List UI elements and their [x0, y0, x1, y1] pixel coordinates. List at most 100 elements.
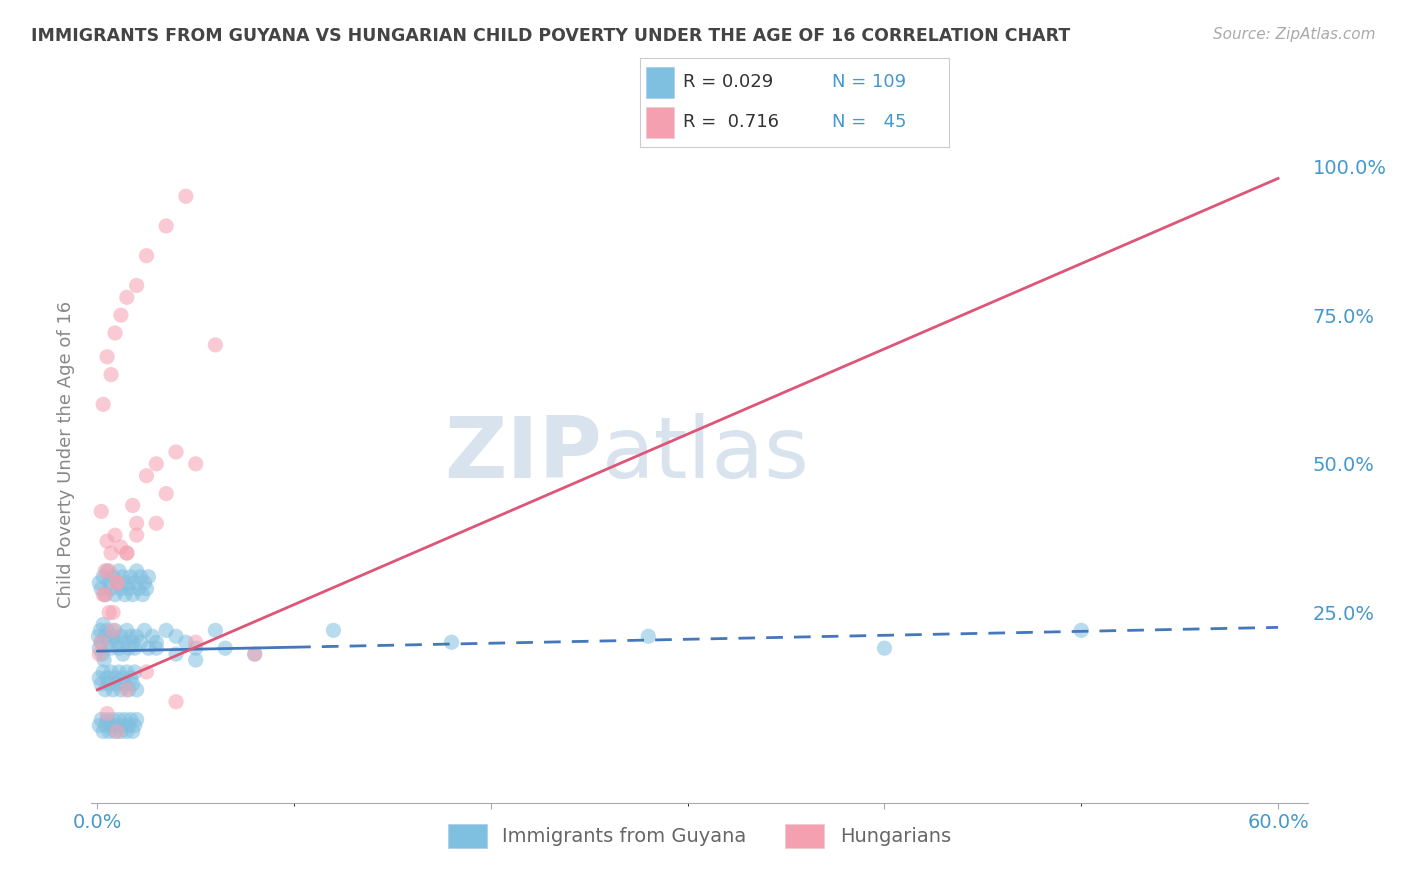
Point — [124, 575, 146, 590]
Point — [111, 647, 134, 661]
Point — [114, 677, 136, 691]
Point — [101, 570, 124, 584]
Point — [105, 575, 128, 590]
Point — [125, 629, 148, 643]
Point — [110, 682, 132, 697]
Point — [110, 724, 132, 739]
Point — [118, 582, 141, 596]
Point — [98, 606, 121, 620]
Point — [98, 724, 121, 739]
Point — [115, 546, 138, 560]
Point — [124, 718, 146, 732]
Point — [96, 624, 118, 638]
Point — [90, 677, 112, 691]
Point — [129, 570, 152, 584]
Point — [91, 588, 114, 602]
Text: atlas: atlas — [602, 413, 810, 497]
Point — [141, 629, 163, 643]
Point — [124, 641, 146, 656]
Point — [125, 528, 148, 542]
Point — [120, 713, 142, 727]
Point — [165, 445, 187, 459]
Point — [90, 713, 112, 727]
Point — [104, 724, 127, 739]
Point — [135, 582, 157, 596]
Point — [214, 641, 236, 656]
Point — [104, 528, 127, 542]
Point — [98, 677, 121, 691]
Point — [101, 624, 124, 638]
Point — [100, 641, 122, 656]
Point — [89, 718, 111, 732]
Point — [91, 397, 114, 411]
Point — [91, 617, 114, 632]
Point — [105, 575, 128, 590]
Point — [96, 534, 118, 549]
Point — [108, 665, 131, 679]
Point — [114, 588, 136, 602]
Point — [115, 624, 138, 638]
Legend: Immigrants from Guyana, Hungarians: Immigrants from Guyana, Hungarians — [440, 816, 959, 855]
Point — [121, 677, 143, 691]
Point — [104, 624, 127, 638]
Point — [121, 724, 143, 739]
Point — [145, 516, 167, 531]
Point — [96, 350, 118, 364]
Point — [100, 718, 122, 732]
Point — [121, 499, 143, 513]
Point — [110, 629, 132, 643]
Point — [138, 641, 160, 656]
Point — [155, 486, 177, 500]
Point — [93, 653, 115, 667]
Point — [115, 682, 138, 697]
Point — [105, 635, 128, 649]
Point — [1070, 624, 1092, 638]
Point — [96, 671, 118, 685]
Point — [94, 629, 117, 643]
Point — [90, 504, 112, 518]
Point — [145, 457, 167, 471]
Point — [322, 624, 344, 638]
Point — [243, 647, 266, 661]
Point — [104, 326, 127, 340]
Point — [115, 724, 138, 739]
Point — [165, 629, 187, 643]
Point — [115, 665, 138, 679]
Point — [100, 582, 122, 596]
Point — [121, 635, 143, 649]
Point — [125, 713, 148, 727]
Point — [115, 546, 138, 560]
Point — [94, 564, 117, 578]
Point — [96, 713, 118, 727]
Point — [101, 606, 124, 620]
Point — [101, 682, 124, 697]
Point — [94, 588, 117, 602]
Point — [174, 189, 197, 203]
Point — [90, 635, 112, 649]
Text: IMMIGRANTS FROM GUYANA VS HUNGARIAN CHILD POVERTY UNDER THE AGE OF 16 CORRELATIO: IMMIGRANTS FROM GUYANA VS HUNGARIAN CHIL… — [31, 27, 1070, 45]
Point — [89, 671, 111, 685]
Point — [184, 653, 207, 667]
Point — [115, 290, 138, 304]
Point — [108, 641, 131, 656]
Point — [98, 564, 121, 578]
Point — [110, 308, 132, 322]
Text: R = 0.029: R = 0.029 — [683, 73, 773, 91]
Point — [98, 575, 121, 590]
Point — [96, 564, 118, 578]
Point — [108, 564, 131, 578]
Point — [125, 516, 148, 531]
Point — [125, 278, 148, 293]
Point — [94, 588, 117, 602]
Text: ZIP: ZIP — [444, 413, 602, 497]
Text: N = 109: N = 109 — [831, 73, 905, 91]
Point — [89, 624, 111, 638]
Point — [204, 338, 226, 352]
Point — [184, 457, 207, 471]
Point — [100, 368, 122, 382]
Point — [94, 718, 117, 732]
Point — [90, 582, 112, 596]
Point — [110, 540, 132, 554]
Point — [91, 724, 114, 739]
Point — [118, 641, 141, 656]
